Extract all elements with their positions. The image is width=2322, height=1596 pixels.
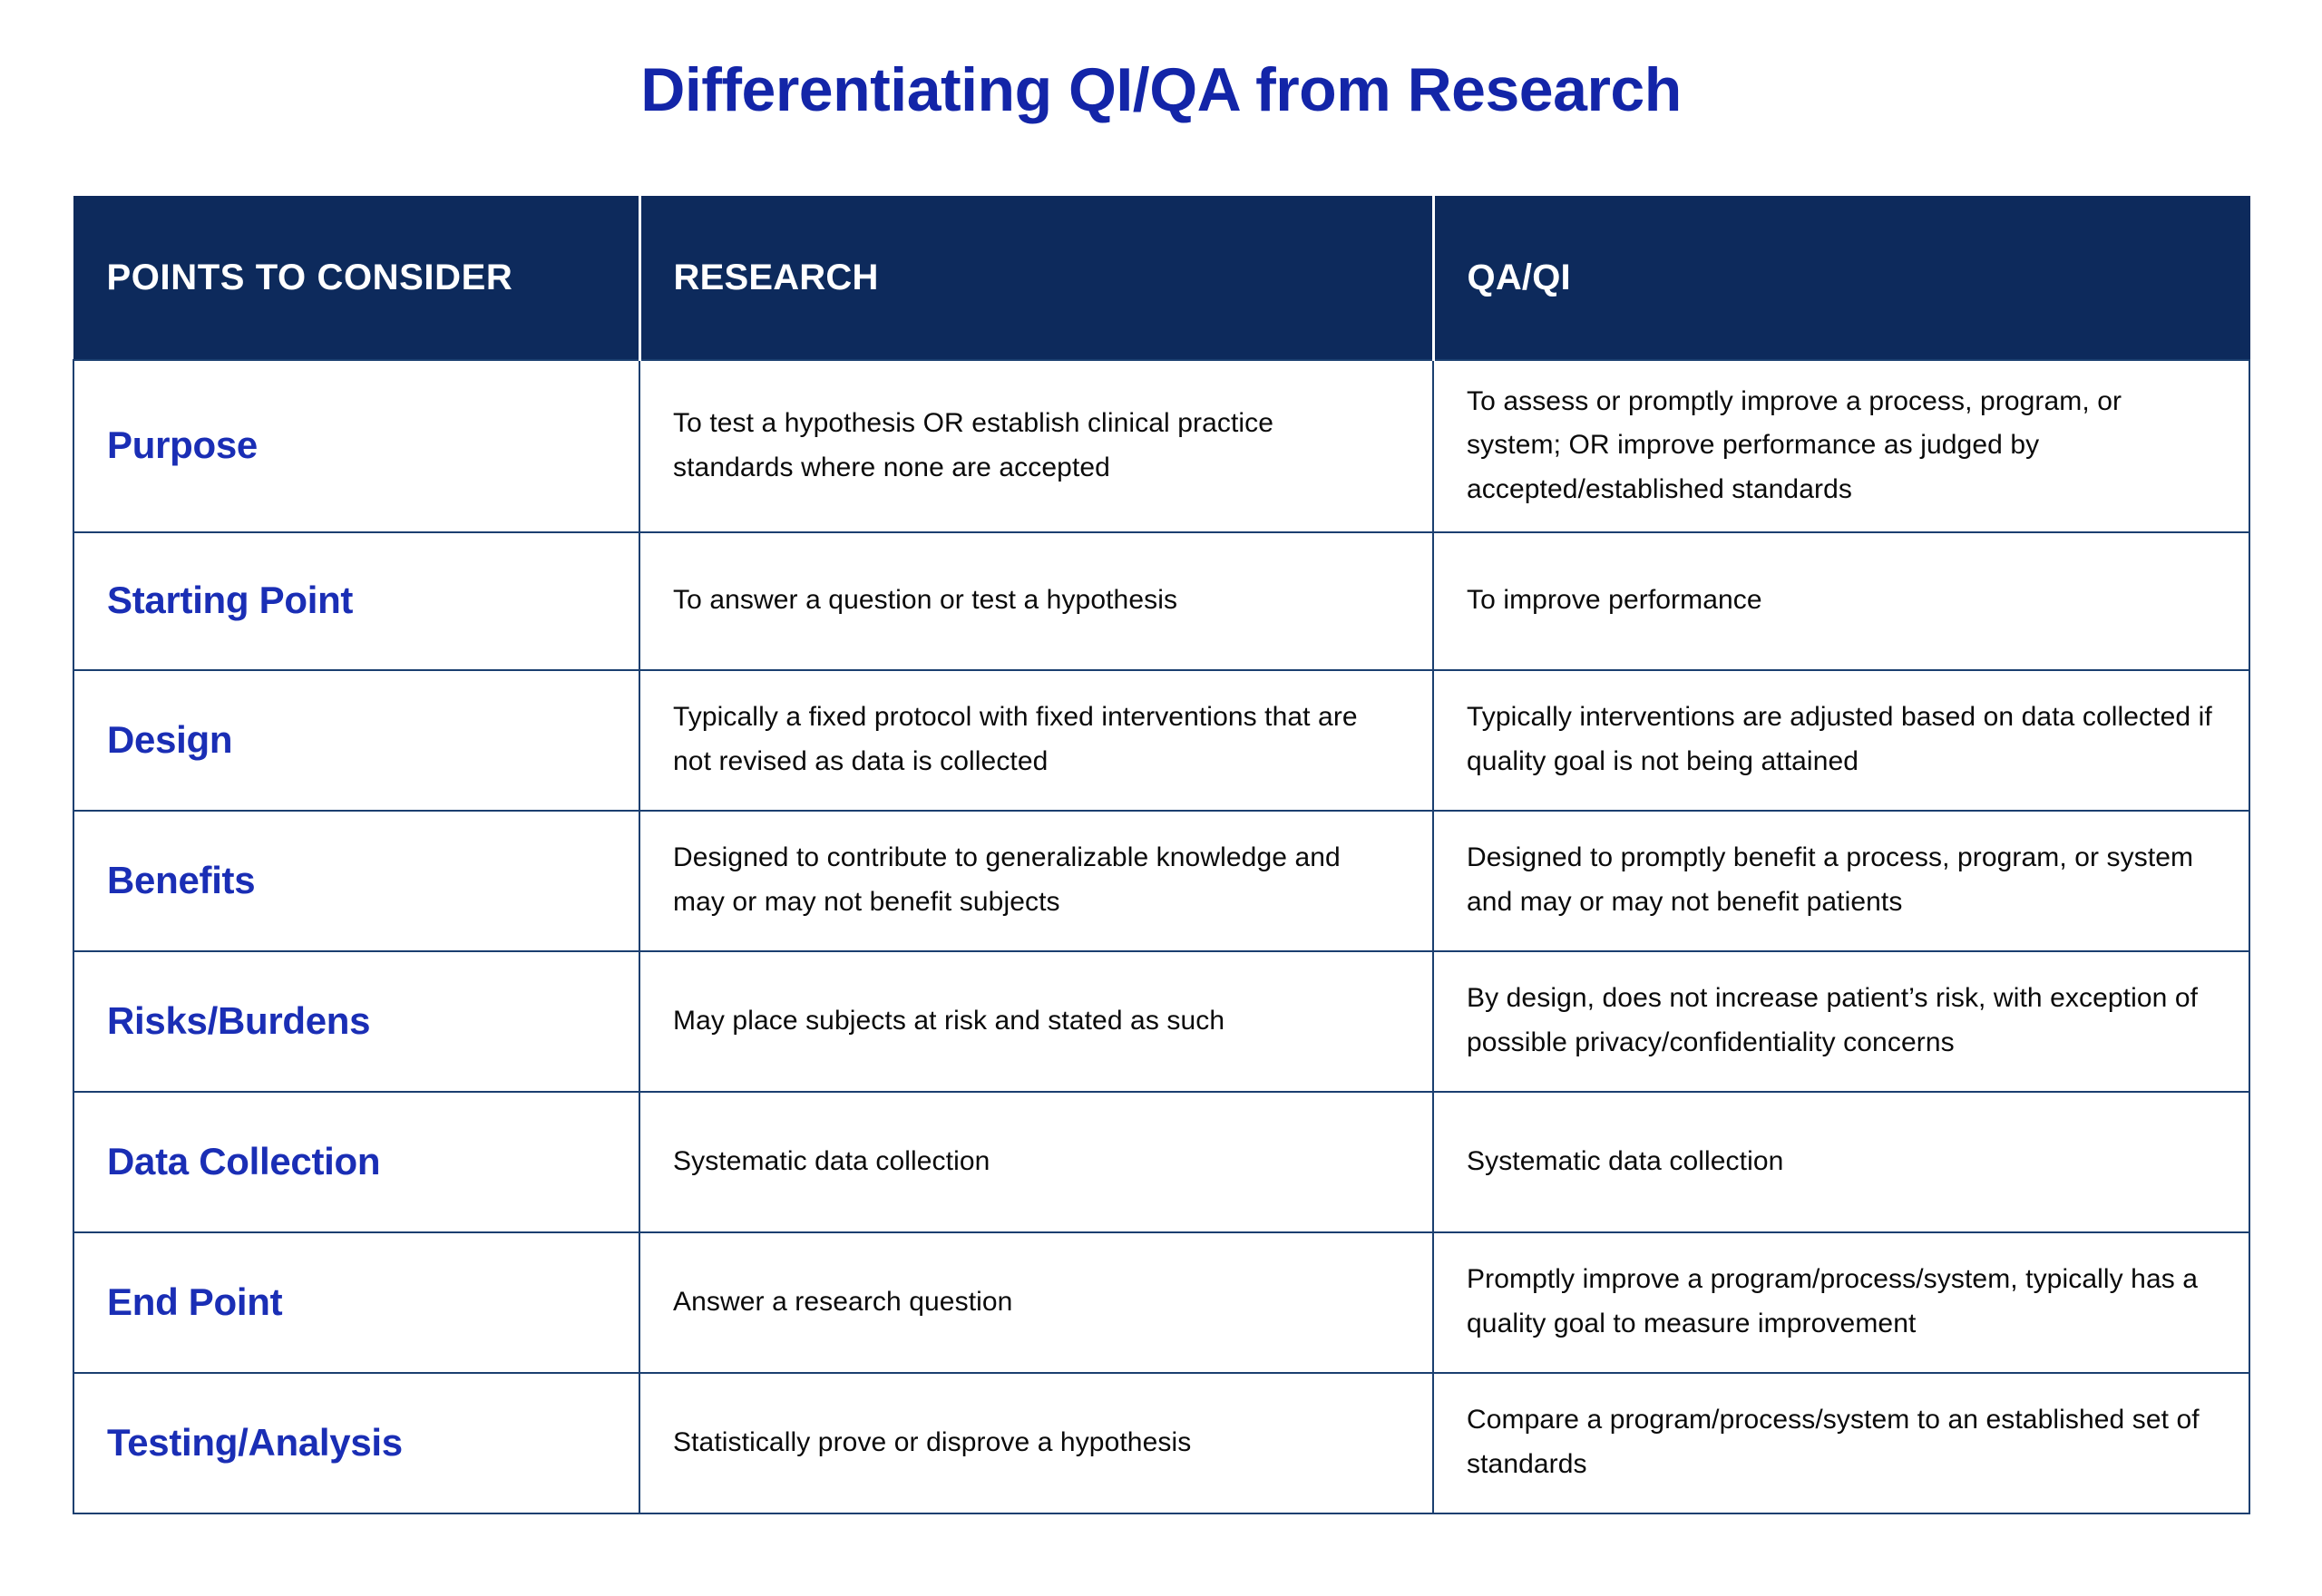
row-label-starting-point: Starting Point — [73, 530, 640, 671]
table-row: End Point Answer a research question Pro… — [73, 1231, 2250, 1374]
column-header-points-to-consider: POINTS TO CONSIDER — [73, 196, 640, 360]
cell-qaqi-risks-burdens: By design, does not increase patient’s r… — [1432, 949, 2250, 1093]
cell-qaqi-end-point: Promptly improve a program/process/syste… — [1432, 1231, 2250, 1374]
table-header-row: POINTS TO CONSIDER RESEARCH QA/QI — [73, 196, 2250, 360]
table-row: Data Collection Systematic data collecti… — [73, 1090, 2250, 1233]
table-row: Benefits Designed to contribute to gener… — [73, 809, 2250, 952]
cell-research-starting-point: To answer a question or test a hypothesi… — [639, 530, 1434, 671]
cell-research-benefits: Designed to contribute to generalizable … — [639, 809, 1434, 952]
page-title: Differentiating QI/QA from Research — [640, 55, 1682, 124]
table-row: Starting Point To answer a question or t… — [73, 530, 2250, 671]
row-label-purpose: Purpose — [73, 358, 640, 533]
cell-research-end-point: Answer a research question — [639, 1231, 1434, 1374]
cell-qaqi-testing-analysis: Compare a program/process/system to an e… — [1432, 1371, 2250, 1514]
cell-qaqi-design: Typically interventions are adjusted bas… — [1432, 668, 2250, 812]
row-label-testing-analysis: Testing/Analysis — [73, 1371, 640, 1514]
cell-research-purpose: To test a hypothesis OR establish clinic… — [639, 358, 1434, 533]
row-label-end-point: End Point — [73, 1231, 640, 1374]
table-body: Purpose To test a hypothesis OR establis… — [73, 358, 2250, 1514]
cell-qaqi-purpose: To assess or promptly improve a process,… — [1432, 358, 2250, 533]
cell-qaqi-data-collection: Systematic data collection — [1432, 1090, 2250, 1233]
row-label-data-collection: Data Collection — [73, 1090, 640, 1233]
cell-qaqi-starting-point: To improve performance — [1432, 530, 2250, 671]
cell-research-testing-analysis: Statistically prove or disprove a hypoth… — [639, 1371, 1434, 1514]
row-label-design: Design — [73, 668, 640, 812]
column-header-research: RESEARCH — [638, 196, 1434, 360]
table-row: Purpose To test a hypothesis OR establis… — [73, 358, 2250, 533]
cell-research-data-collection: Systematic data collection — [639, 1090, 1434, 1233]
row-label-risks-burdens: Risks/Burdens — [73, 949, 640, 1093]
column-header-qa-qi: QA/QI — [1431, 196, 2250, 360]
row-label-benefits: Benefits — [73, 809, 640, 952]
cell-qaqi-benefits: Designed to promptly benefit a process, … — [1432, 809, 2250, 952]
table-row: Risks/Burdens May place subjects at risk… — [73, 949, 2250, 1093]
table-header: POINTS TO CONSIDER RESEARCH QA/QI — [73, 196, 2250, 360]
table-row: Testing/Analysis Statistically prove or … — [73, 1371, 2250, 1514]
comparison-table-container: POINTS TO CONSIDER RESEARCH QA/QI Purpos… — [73, 196, 2250, 1514]
qi-qa-vs-research-table: POINTS TO CONSIDER RESEARCH QA/QI Purpos… — [73, 196, 2250, 1514]
table-row: Design Typically a fixed protocol with f… — [73, 668, 2250, 812]
cell-research-design: Typically a fixed protocol with fixed in… — [639, 668, 1434, 812]
cell-research-risks-burdens: May place subjects at risk and stated as… — [639, 949, 1434, 1093]
